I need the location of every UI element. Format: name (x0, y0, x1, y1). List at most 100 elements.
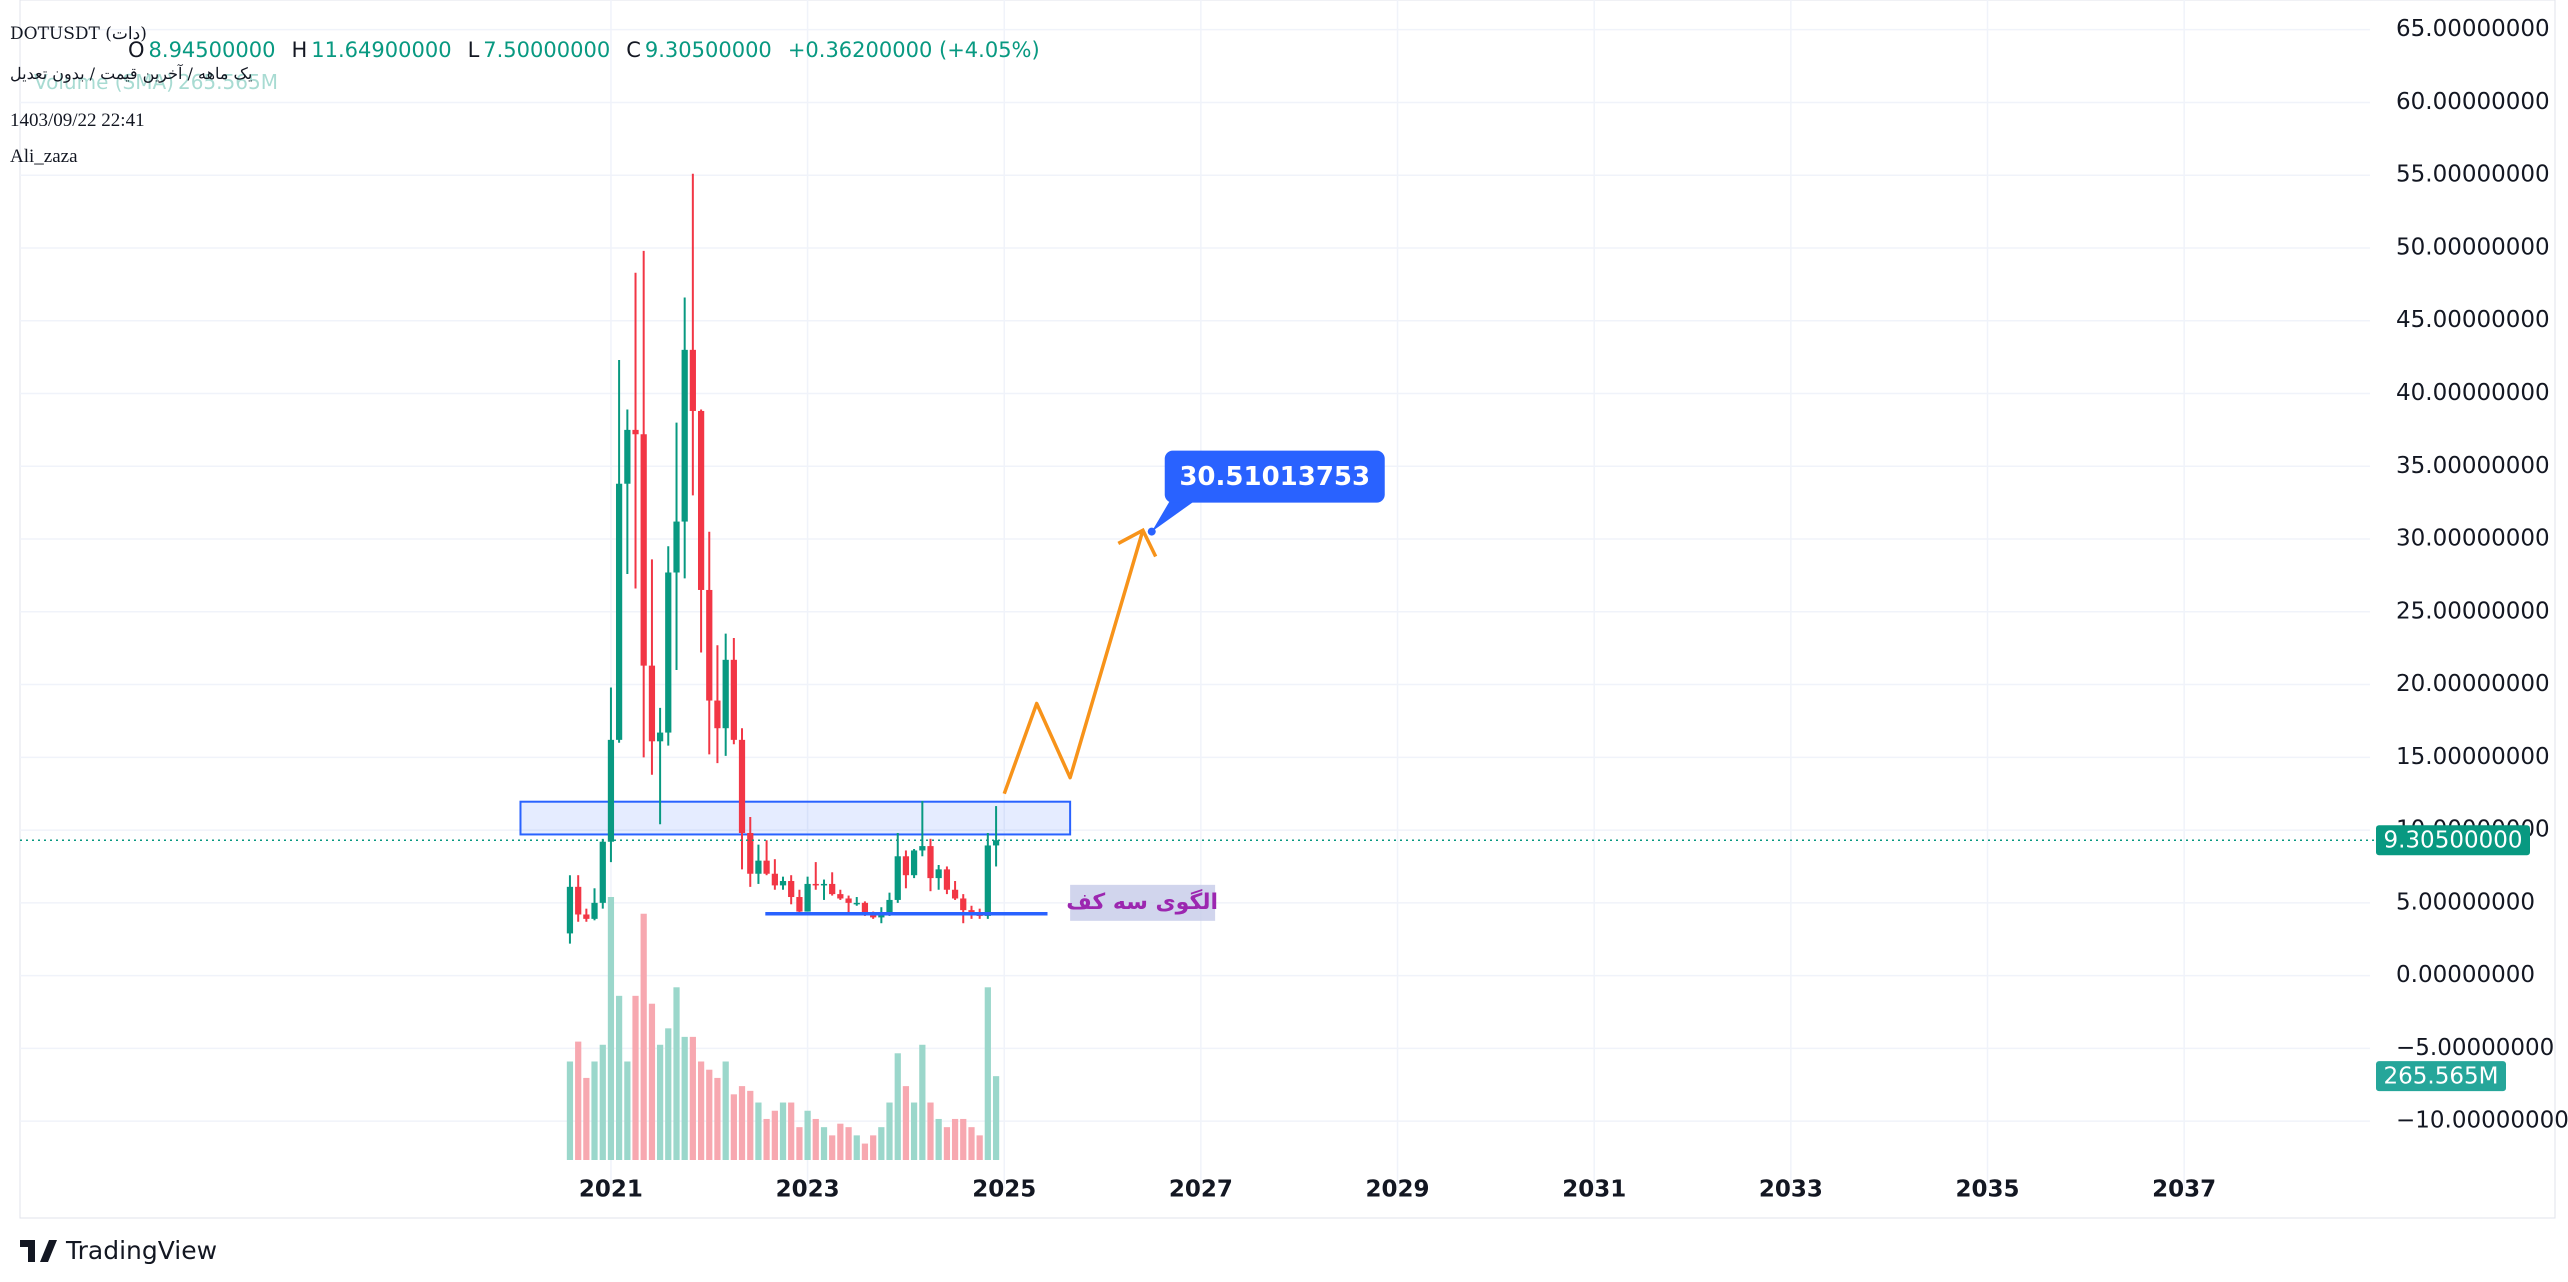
y-tick-label: 50.00000000 (2396, 234, 2550, 260)
candle-body (697, 410, 705, 590)
candle-body (607, 739, 615, 842)
candle-body (788, 881, 795, 898)
x-tick-label: 2029 (1366, 1177, 1430, 1203)
volume-bar (607, 897, 615, 1160)
volume-bar (599, 1044, 606, 1160)
volume-bar (861, 1143, 869, 1160)
candle-body (566, 886, 574, 934)
volume-bar (714, 1077, 721, 1160)
x-tick-label: 2033 (1759, 1177, 1823, 1203)
volume-bar (951, 1118, 959, 1160)
candle-body (984, 845, 991, 916)
candle-body (738, 739, 746, 833)
volume-bar (820, 1127, 828, 1160)
y-tick-label: 20.00000000 (2396, 671, 2550, 697)
candle-body (624, 429, 631, 484)
candle-body (583, 914, 590, 919)
candle-body (820, 883, 828, 886)
candle-body (640, 434, 647, 666)
y-tick-label: −10.00000000 (2396, 1108, 2568, 1134)
y-tick-label: 45.00000000 (2396, 307, 2550, 333)
x-tick-label: 2021 (579, 1177, 643, 1203)
volume-bar (689, 1036, 696, 1160)
ohlc-key: O (128, 38, 145, 62)
candle-body (886, 899, 893, 915)
y-tick-label: 35.00000000 (2396, 453, 2550, 479)
candle-body (681, 349, 688, 522)
volume-bar (788, 1102, 795, 1160)
volume-bar (992, 1076, 1000, 1160)
zone-rectangle (519, 800, 1072, 836)
volume-bar (984, 987, 991, 1160)
candle-body (632, 429, 639, 435)
candle-body (656, 732, 664, 742)
volume-bar (681, 1036, 688, 1160)
candle-body (878, 914, 885, 918)
volume-bar (747, 1090, 754, 1160)
volume-bar (730, 1094, 737, 1160)
volume-bar (878, 1127, 885, 1160)
pattern-label: الگوی سه کف (1066, 888, 1218, 915)
volume-bar (910, 1102, 918, 1160)
target-box (1164, 450, 1385, 503)
candle-body (575, 886, 582, 915)
volume-bar (870, 1135, 877, 1160)
candle-body (747, 832, 754, 874)
volume-bar (656, 1044, 664, 1160)
volume-bar (648, 1003, 656, 1160)
volume-legend: Volume (SMA) 265.565M (34, 70, 282, 94)
candle-body (673, 521, 680, 573)
target-point (1147, 527, 1156, 536)
candle-body (665, 572, 672, 733)
brand: TradingView (20, 1236, 221, 1265)
y-tick-label: 25.00000000 (2396, 598, 2550, 624)
last-price-label: 9.30500000 (2383, 828, 2522, 854)
author: Ali_zaza (10, 146, 78, 167)
volume-bar (935, 1118, 942, 1160)
date-text: 1403/09/22 22:41 (10, 110, 145, 131)
volume-bar (902, 1086, 910, 1160)
x-tick-label: 2027 (1169, 1177, 1233, 1203)
y-tick-label: 60.00000000 (2396, 89, 2550, 115)
candle-body (919, 846, 926, 851)
pattern-label-bg (1070, 884, 1216, 921)
y-tick-label: −5.00000000 (2396, 1035, 2554, 1061)
volume-bar (640, 913, 647, 1160)
candle-body (706, 589, 713, 701)
volume-bar (673, 987, 680, 1160)
candle-body (812, 883, 819, 886)
candle-body (615, 483, 623, 740)
volume-bar (771, 1110, 778, 1160)
projection-arrowhead (1117, 527, 1158, 558)
target-label: 30.51013753 (1179, 462, 1370, 492)
y-tick-label: 15.00000000 (2396, 744, 2550, 770)
volume-bar (738, 1086, 746, 1160)
volume-bar (943, 1127, 951, 1160)
candle-body (943, 869, 951, 890)
y-tick-label: 65.00000000 (2396, 16, 2550, 42)
volume-bar (796, 1127, 803, 1160)
brand-name: TradingView (66, 1236, 218, 1265)
volume-bar (829, 1135, 836, 1160)
volume-bar (804, 1110, 811, 1160)
volume-last-label: 265.565M (2384, 1064, 2499, 1090)
candle-body (763, 860, 770, 874)
candle-body (648, 665, 656, 742)
volume-bar (919, 1044, 926, 1160)
candle-body (968, 910, 975, 914)
volume-bar (583, 1077, 590, 1160)
volume-value: 265.565M (177, 70, 278, 94)
ohlc-key: L (467, 38, 480, 62)
x-tick-label: 2025 (972, 1177, 1036, 1203)
x-tick-label: 2035 (1956, 1177, 2020, 1203)
ohlc-legend: O 8.94500000 H 11.64900000 L 7.50000000 C 9.305… (128, 38, 1044, 62)
x-tick-label: 2023 (776, 1177, 840, 1203)
x-tick-label: 2031 (1562, 1177, 1626, 1203)
candle-body (730, 659, 737, 740)
candle-body (902, 856, 910, 876)
candle-body (591, 902, 598, 919)
candle-body (722, 659, 729, 729)
symbol-title: DOTUSDT (دات) (10, 24, 147, 44)
chart-subtitle: یک ماهه / آخرین قیمت / بدون تعدیل (10, 64, 253, 83)
volume-bar (960, 1118, 967, 1160)
